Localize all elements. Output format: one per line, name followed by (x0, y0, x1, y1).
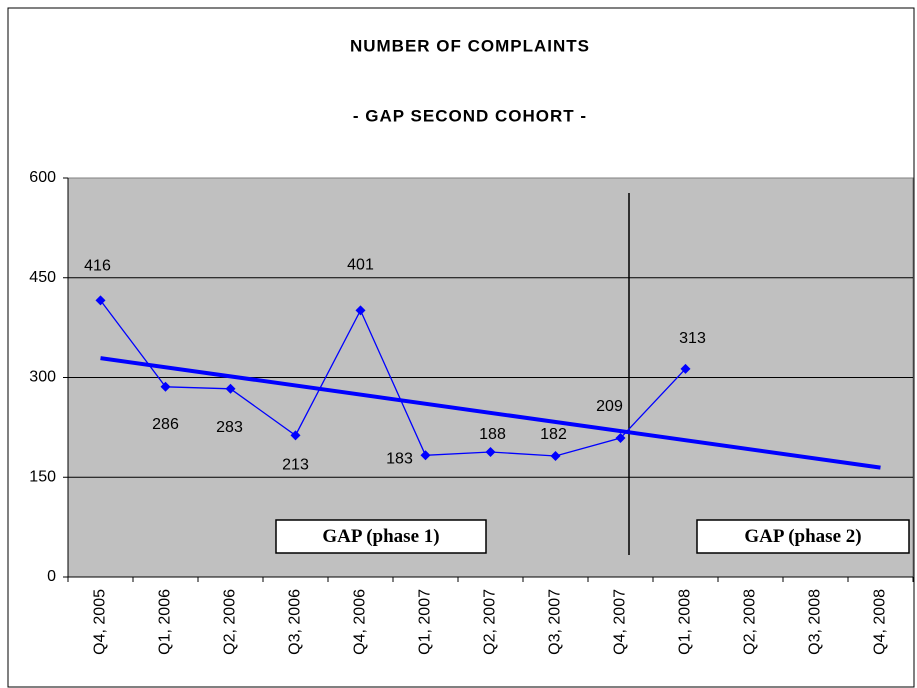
x-tick-label: Q2, 2008 (742, 589, 759, 655)
data-label: 213 (282, 457, 309, 474)
chart-title: NUMBER OF COMPLAINTS (350, 36, 590, 55)
data-label: 182 (540, 426, 567, 443)
data-point (420, 450, 431, 461)
data-label: 313 (679, 330, 706, 347)
x-tick-label: Q4, 2007 (612, 589, 629, 655)
chart-subtitle: - GAP SECOND COHORT - (353, 106, 587, 125)
data-label: 401 (347, 257, 374, 274)
data-line (99, 299, 686, 457)
data-point (485, 446, 496, 457)
x-tick-label: Q3, 2006 (287, 589, 304, 655)
x-tick-label: Q4, 2005 (92, 589, 109, 655)
x-tick-label: Q3, 2007 (547, 589, 564, 655)
x-tick-label: Q4, 2006 (352, 589, 369, 655)
data-point (680, 363, 691, 374)
x-tick-label: Q4, 2008 (872, 589, 889, 655)
data-label: 416 (84, 258, 111, 275)
data-label: 286 (152, 416, 179, 433)
x-tick-label: Q1, 2008 (677, 589, 694, 655)
data-point (290, 430, 301, 441)
data-label: 209 (596, 398, 623, 415)
annotation-box (696, 519, 910, 554)
annotation-box (275, 519, 487, 554)
y-tick-label: 300 (29, 369, 56, 386)
data-point (550, 450, 561, 461)
x-tick-label: Q1, 2007 (417, 589, 434, 655)
data-point (615, 433, 626, 444)
x-tick-label: Q3, 2008 (807, 589, 824, 655)
data-point (355, 305, 366, 316)
annotation: GAP (phase 2) (744, 526, 861, 547)
y-tick-label: 450 (29, 269, 56, 286)
x-tick-label: Q2, 2006 (222, 589, 239, 655)
trendline (100, 356, 881, 470)
annotation: GAP (phase 1) (322, 526, 439, 547)
data-label: 283 (216, 419, 243, 436)
x-tick-label: Q1, 2006 (157, 589, 174, 655)
data-label: 188 (479, 426, 506, 443)
data-point (95, 295, 106, 306)
data-point (160, 381, 171, 392)
y-tick-label: 150 (29, 468, 56, 485)
data-label: 183 (386, 451, 413, 468)
y-tick-label: 600 (29, 169, 56, 186)
data-point (225, 383, 236, 394)
y-tick-label: 0 (47, 568, 56, 585)
x-tick-label: Q2, 2007 (482, 589, 499, 655)
